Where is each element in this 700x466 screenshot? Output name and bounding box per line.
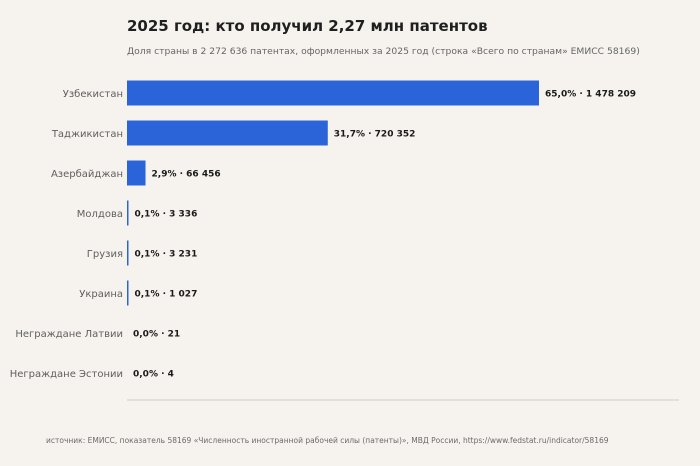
category-label: Неграждане Эстонии [10, 369, 123, 380]
bar [127, 240, 129, 266]
data-label: 2,9% · 66 456 [152, 170, 221, 180]
bar [127, 200, 129, 226]
bar [127, 280, 129, 306]
data-label: 0,1% · 1 027 [135, 290, 198, 300]
source-note: источник: ЕМИСС, показатель 58169 «Числе… [46, 436, 609, 445]
category-label: Молдова [77, 209, 123, 220]
category-label: Таджикистан [51, 129, 123, 140]
category-label: Неграждане Латвии [15, 329, 123, 340]
category-label: Азербайджан [51, 169, 123, 180]
bar [127, 120, 328, 146]
data-label: 0,0% · 4 [133, 370, 174, 380]
bar-chart: Узбекистан 65,0% · 1 478 209 Таджикистан 31… [10, 80, 679, 401]
bar [127, 160, 146, 186]
data-label: 31,7% · 720 352 [334, 130, 416, 140]
data-label: 65,0% · 1 478 209 [545, 90, 636, 100]
data-label: 0,1% · 3 231 [135, 250, 198, 260]
data-label: 0,0% · 21 [133, 330, 180, 340]
category-label: Узбекистан [63, 89, 123, 100]
chart-subtitle: Доля страны в 2 272 636 патентах, оформл… [127, 46, 640, 57]
chart-title: 2025 год: кто получил 2,27 млн патентов [127, 17, 488, 35]
bar [127, 80, 539, 106]
data-label: 0,1% · 3 336 [135, 210, 198, 220]
category-label: Украина [79, 289, 123, 300]
category-label: Грузия [87, 249, 123, 260]
